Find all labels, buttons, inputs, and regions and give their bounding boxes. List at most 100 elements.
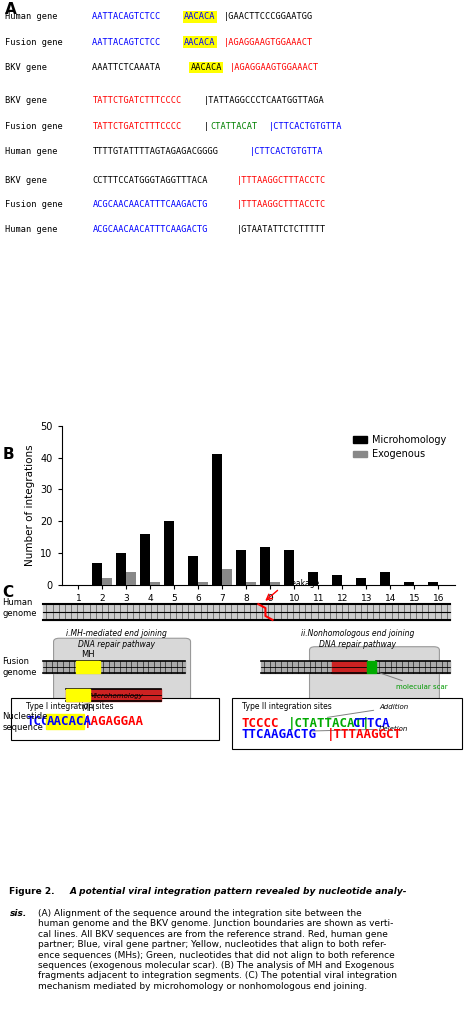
Text: |GAACTTCCCGGAATGG: |GAACTTCCCGGAATGG xyxy=(223,12,312,22)
Bar xyxy=(367,667,376,673)
Bar xyxy=(127,573,137,585)
Text: MH: MH xyxy=(81,649,94,659)
Text: |TTTAAGGCT: |TTTAAGGCT xyxy=(327,728,401,741)
Text: A potential viral integration pattern revealed by nucleotide analy-: A potential viral integration pattern re… xyxy=(70,887,408,897)
Bar xyxy=(188,556,198,585)
Text: BKV gene: BKV gene xyxy=(5,176,47,186)
Text: Fusion gene: Fusion gene xyxy=(5,199,63,208)
Text: AACACA: AACACA xyxy=(184,38,216,46)
Bar xyxy=(222,568,232,585)
Bar xyxy=(66,689,90,702)
Bar xyxy=(66,696,161,702)
Bar xyxy=(261,667,332,673)
Text: (A) Alignment of the sequence around the integration site between the
human geno: (A) Alignment of the sequence around the… xyxy=(38,909,397,991)
Text: CTATTACAT: CTATTACAT xyxy=(210,122,257,130)
Bar xyxy=(376,667,450,673)
Text: BKV gene: BKV gene xyxy=(5,96,47,106)
Text: MH: MH xyxy=(81,704,94,713)
Text: Fusion gene: Fusion gene xyxy=(5,38,63,46)
Text: |CTTCACTGTGTTA: |CTTCACTGTGTTA xyxy=(249,147,323,156)
Bar xyxy=(246,582,256,585)
Text: ACGCAACAACATTTCAAGACTG: ACGCAACAACATTTCAAGACTG xyxy=(92,225,208,234)
Text: CCTTTCCATGGGTAGGTTTACA: CCTTTCCATGGGTAGGTTTACA xyxy=(92,176,208,186)
Text: Human gene: Human gene xyxy=(5,12,57,22)
Text: Type II integration sites: Type II integration sites xyxy=(242,702,331,711)
Bar xyxy=(76,661,100,667)
Bar xyxy=(100,661,185,667)
Text: TTTTGTATTTTAGTAGAGACGGGG: TTTTGTATTTTAGTAGAGACGGGG xyxy=(92,147,219,156)
Bar xyxy=(46,714,84,728)
Bar xyxy=(102,579,112,585)
Text: |AGAGGAAGTGGAAACT: |AGAGGAAGTGGAAACT xyxy=(223,38,312,46)
Text: |TATTAGGCCCTCAATGGTTAGA: |TATTAGGCCCTCAATGGTTAGA xyxy=(204,96,324,106)
Text: Human gene: Human gene xyxy=(5,147,57,156)
Text: B: B xyxy=(2,446,14,462)
FancyBboxPatch shape xyxy=(310,646,439,702)
Bar xyxy=(140,534,150,585)
Text: i.MH-mediated end joining
DNA repair pathway: i.MH-mediated end joining DNA repair pat… xyxy=(66,629,166,648)
Text: |CTATTACAT|: |CTATTACAT| xyxy=(288,717,370,729)
Text: |AGAGGAA: |AGAGGAA xyxy=(84,715,145,728)
Text: molecular scar: molecular scar xyxy=(374,671,447,690)
Bar xyxy=(356,579,366,585)
Bar xyxy=(150,582,161,585)
Bar xyxy=(100,667,185,673)
Bar xyxy=(332,576,342,585)
Bar xyxy=(376,661,450,667)
Y-axis label: Number of integrations: Number of integrations xyxy=(25,444,35,566)
Text: Type I integration sites: Type I integration sites xyxy=(26,702,114,711)
Bar xyxy=(92,562,102,585)
FancyBboxPatch shape xyxy=(54,638,191,722)
Text: Microhomology: Microhomology xyxy=(72,694,144,707)
Text: TTCAAGACTG: TTCAAGACTG xyxy=(242,728,317,741)
Bar xyxy=(284,550,294,585)
Bar xyxy=(404,582,414,585)
Bar xyxy=(260,547,270,585)
Bar xyxy=(43,667,100,673)
Text: ii.Nonhomologous end joining
DNA repair pathway: ii.Nonhomologous end joining DNA repair … xyxy=(301,629,415,648)
Text: Addition: Addition xyxy=(328,704,409,717)
Text: A: A xyxy=(5,2,17,17)
Text: AAATTCTCAAATA: AAATTCTCAAATA xyxy=(92,63,171,72)
X-axis label: MH unit length(bp): MH unit length(bp) xyxy=(199,608,318,619)
Text: TCC: TCC xyxy=(26,715,48,728)
Text: |CTTCACTGTGTTA: |CTTCACTGTGTTA xyxy=(269,122,343,130)
Text: Fusion
genome: Fusion genome xyxy=(2,658,37,677)
Bar xyxy=(43,604,450,611)
Text: TATTCTGATCTTTCCCC: TATTCTGATCTTTCCCC xyxy=(92,96,182,106)
FancyBboxPatch shape xyxy=(232,698,462,749)
Text: sis.: sis. xyxy=(9,909,27,918)
Bar xyxy=(212,455,222,585)
Text: TCCCC: TCCCC xyxy=(242,717,279,729)
Bar xyxy=(116,553,127,585)
Bar xyxy=(367,661,376,667)
Text: Fusion gene: Fusion gene xyxy=(5,122,63,130)
Text: ACGCAACAACATTTCAAGACTG: ACGCAACAACATTTCAAGACTG xyxy=(92,199,208,208)
Bar xyxy=(380,573,390,585)
Bar xyxy=(270,582,281,585)
Text: Human
genome: Human genome xyxy=(2,598,37,618)
Text: Human gene: Human gene xyxy=(5,225,57,234)
Bar xyxy=(332,667,367,673)
Legend: Microhomology, Exogenous: Microhomology, Exogenous xyxy=(349,431,450,464)
Bar xyxy=(43,611,450,620)
FancyBboxPatch shape xyxy=(11,698,219,741)
Text: |: | xyxy=(204,122,209,130)
Text: |TTTAAGGCTTTACCTC: |TTTAAGGCTTTACCTC xyxy=(237,199,326,208)
Text: Breakage: Breakage xyxy=(283,579,319,588)
Bar xyxy=(236,550,246,585)
Text: C: C xyxy=(2,585,13,600)
Text: AATTACAGTCTCC: AATTACAGTCTCC xyxy=(92,12,166,22)
Bar xyxy=(198,582,209,585)
Bar xyxy=(261,661,332,667)
Text: AACACA: AACACA xyxy=(191,63,222,72)
Text: Nucleotide
sequence: Nucleotide sequence xyxy=(2,712,48,732)
Text: |TTTAAGGCTTTACCTC: |TTTAAGGCTTTACCTC xyxy=(237,176,326,186)
Text: AACACA: AACACA xyxy=(46,715,91,728)
Text: CTTCA: CTTCA xyxy=(352,717,389,729)
Text: AATTACAGTCTCC: AATTACAGTCTCC xyxy=(92,38,166,46)
Bar xyxy=(43,661,100,667)
Text: |GTAATATTCTCTTTTT: |GTAATATTCTCTTTTT xyxy=(237,225,326,234)
Bar xyxy=(66,689,161,696)
Text: |AGAGGAAGTGGAAACT: |AGAGGAAGTGGAAACT xyxy=(230,63,319,72)
